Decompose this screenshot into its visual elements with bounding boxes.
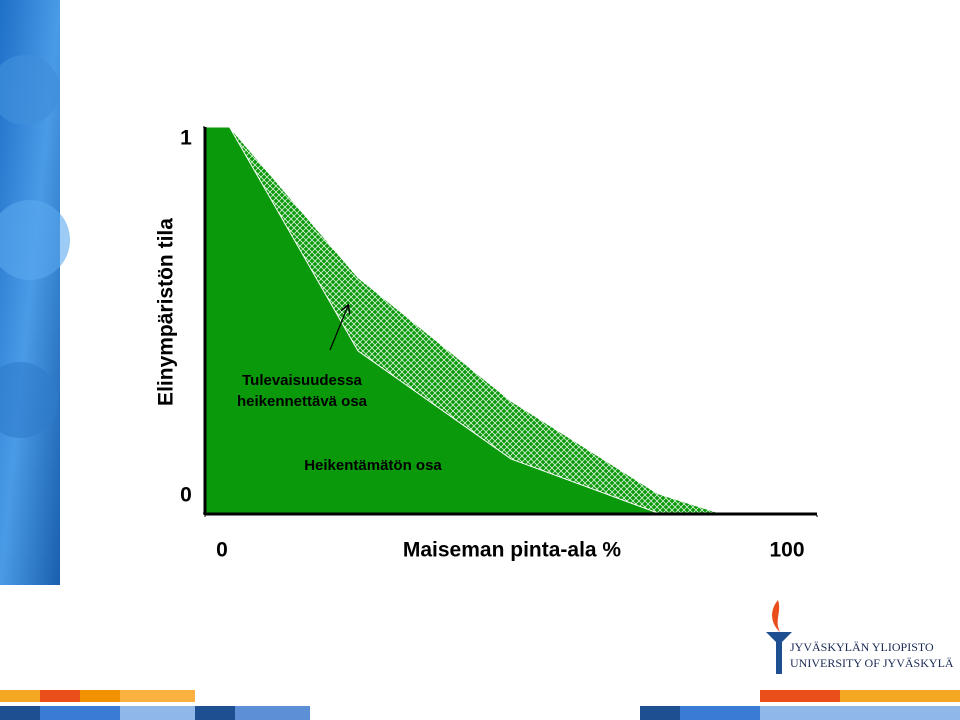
logo-text: JYVÄSKYLÄN YLIOPISTO xyxy=(790,640,934,654)
logo-torch xyxy=(766,632,792,674)
deco xyxy=(840,690,960,702)
annotation-arrow xyxy=(329,306,348,351)
deco xyxy=(760,706,960,720)
deco xyxy=(680,706,760,720)
stone xyxy=(0,362,58,438)
x-tick-label: 0 xyxy=(216,539,228,562)
deco xyxy=(0,706,40,720)
deco xyxy=(40,690,80,702)
x-axis-label: Maiseman pinta-ala % xyxy=(403,539,622,562)
stone xyxy=(0,55,60,125)
area xyxy=(205,127,720,513)
deco xyxy=(40,706,120,720)
deco xyxy=(235,706,310,720)
logo-text: UNIVERSITY OF JYVÄSKYLÄ xyxy=(790,656,954,670)
deco xyxy=(640,706,680,720)
deco xyxy=(760,690,840,702)
deco xyxy=(0,690,40,702)
deco xyxy=(80,690,120,702)
logo: JYVÄSKYLÄN YLIOPISTO UNIVERSITY OF JYVÄS… xyxy=(766,600,954,674)
deco xyxy=(120,706,195,720)
y-tick-label: 0 xyxy=(180,484,192,507)
y-tick-label: 1 xyxy=(180,127,192,150)
plot: 0 1 0 100 Maiseman pinta-ala % Elinympäristön… xyxy=(155,126,818,562)
deco xyxy=(120,690,195,702)
logo-flame xyxy=(772,600,780,632)
deco xyxy=(195,706,235,720)
stone xyxy=(0,200,70,280)
x-tick-label: 100 xyxy=(769,539,804,562)
footer xyxy=(0,690,960,720)
y-axis-label: Elinympäristön tila xyxy=(155,218,178,406)
series-label: Tulevaisuudessa heikennettävä osa xyxy=(236,372,368,410)
series-label: Heikentämätön osa xyxy=(304,457,442,474)
